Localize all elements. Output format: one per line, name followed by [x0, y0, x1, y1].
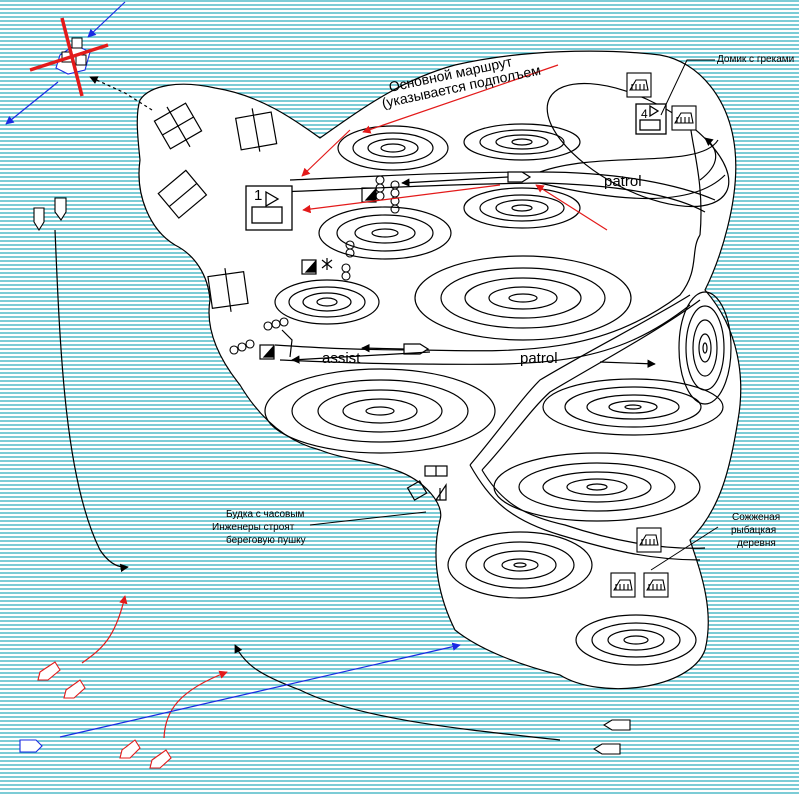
contour-hill-icon [463, 187, 581, 229]
patrol-vehicle-icon [403, 171, 532, 355]
destroyed-cross-icon [29, 17, 109, 97]
building-icon [153, 102, 448, 501]
red-ship-icon [37, 661, 172, 769]
booth-label-1: Будка с часовым [226, 509, 305, 520]
unit-box-icon [245, 103, 667, 231]
flag-icon [259, 187, 447, 501]
house-greeks-label: Домик с греками [717, 54, 794, 65]
contour-hill-icon [575, 614, 697, 666]
contour-hill-icon [542, 378, 724, 436]
route-arrows [54, 76, 717, 741]
blue-ship-icon [19, 739, 43, 753]
barbed-wire-icon [229, 175, 400, 355]
contour-hill-icon [414, 255, 632, 341]
red-arrows [81, 64, 608, 739]
unit-1-label: 1 [254, 187, 262, 204]
house-icon [610, 72, 697, 598]
village-label-3: деревня [737, 538, 776, 549]
contour-hill-icon [463, 123, 581, 161]
ship-icon [33, 197, 631, 755]
contour-hill-icon [274, 279, 380, 325]
unit-4-label: 4 [641, 107, 648, 121]
village-label-1: Сожженая [732, 512, 780, 523]
leader-lines [309, 59, 719, 571]
blue-arrows [5, 1, 461, 738]
booth-label-3: береговую пушку [226, 534, 306, 546]
contour-hill-icon [337, 125, 449, 171]
contour-hill-icon [318, 206, 452, 260]
roads [274, 119, 726, 561]
patrol-bottom-label: patrol [520, 350, 558, 367]
contour-hill-icon [447, 531, 593, 599]
village-label-2: рыбацкая [731, 524, 776, 536]
patrol-top-label: patrol [604, 173, 642, 190]
contour-hill-icon [264, 368, 496, 454]
booth-label-2: Инженеры строят [212, 522, 295, 533]
assist-label: assist [322, 350, 361, 367]
